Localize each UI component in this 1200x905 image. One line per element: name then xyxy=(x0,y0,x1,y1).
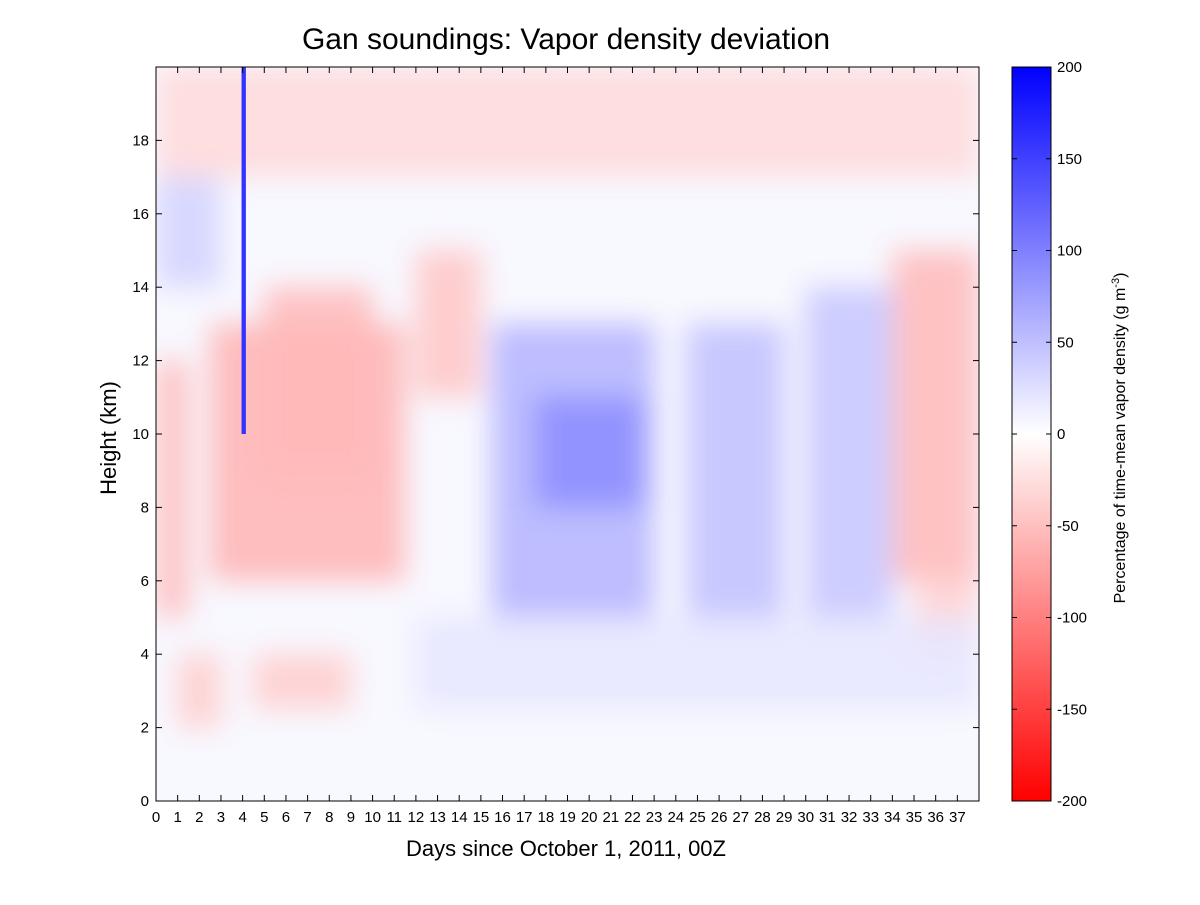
x-tick-label: 4 xyxy=(238,809,246,826)
x-tick-label: 35 xyxy=(906,809,923,826)
x-tick-label: 32 xyxy=(841,809,858,826)
y-tick-label: 14 xyxy=(132,279,149,296)
colorbar-tick-label: -150 xyxy=(1057,701,1087,718)
x-tick-label: 13 xyxy=(429,809,446,826)
x-tick-label: 14 xyxy=(451,809,468,826)
x-tick-label: 33 xyxy=(862,809,879,826)
x-tick-label: 29 xyxy=(776,809,793,826)
x-axis-label: Days since October 1, 2011, 00Z xyxy=(406,836,726,861)
y-tick-label: 10 xyxy=(132,426,149,443)
x-tick-label: 8 xyxy=(325,809,333,826)
heatmap-region xyxy=(264,287,373,471)
colorbar-tick-label: 100 xyxy=(1057,243,1082,260)
x-tick-label: 6 xyxy=(282,809,290,826)
colorbar-tick-label: -50 xyxy=(1057,518,1079,535)
y-axis-ticks: 0 2 4 6 8 10 12 14 16 18 xyxy=(132,132,979,810)
x-tick-label: 9 xyxy=(347,809,355,826)
x-tick-label: 23 xyxy=(646,809,663,826)
x-tick-label: 16 xyxy=(494,809,511,826)
x-tick-label: 7 xyxy=(303,809,311,826)
x-tick-label: 27 xyxy=(732,809,749,826)
colorbar-label-main: Percentage of time-mean vapor density (g… xyxy=(1112,288,1129,604)
y-tick-label: 18 xyxy=(132,132,149,149)
x-tick-label: 36 xyxy=(927,809,944,826)
heatmap-region xyxy=(535,397,644,508)
x-tick-label: 37 xyxy=(949,809,966,826)
heatmap-smoothed-regions xyxy=(156,67,979,728)
colorbar-tick-label: -100 xyxy=(1057,610,1087,627)
y-tick-label: 16 xyxy=(132,206,149,223)
y-tick-label: 6 xyxy=(141,573,149,590)
heatmap-region xyxy=(686,323,785,618)
heatmap-region xyxy=(805,287,893,618)
x-tick-label: 34 xyxy=(884,809,901,826)
x-tick-label: 21 xyxy=(602,809,619,826)
y-tick-label: 4 xyxy=(141,646,149,663)
heatmap-region xyxy=(415,617,979,710)
colorbar-label-close: ) xyxy=(1112,273,1129,278)
heatmap-region xyxy=(892,250,979,581)
heatmap-region xyxy=(156,67,979,178)
heatmap-region xyxy=(156,177,221,288)
chart-title: Gan soundings: Vapor density deviation xyxy=(302,23,830,56)
heatmap-region xyxy=(241,67,246,434)
x-tick-label: 0 xyxy=(152,809,160,826)
y-tick-label: 2 xyxy=(141,720,149,737)
x-tick-label: 30 xyxy=(797,809,814,826)
x-tick-label: 1 xyxy=(173,809,181,826)
x-tick-label: 3 xyxy=(217,809,225,826)
colorbar-tick-label: 200 xyxy=(1057,59,1082,76)
colorbar-label-superscript: -3 xyxy=(1110,278,1122,288)
y-tick-label: 0 xyxy=(141,793,149,810)
x-tick-label: 31 xyxy=(819,809,836,826)
y-tick-label: 8 xyxy=(141,499,149,516)
heatmap-region xyxy=(415,250,481,398)
x-tick-label: 22 xyxy=(624,809,641,826)
x-tick-label: 24 xyxy=(667,809,684,826)
x-tick-label: 2 xyxy=(195,809,203,826)
x-tick-label: 12 xyxy=(408,809,425,826)
x-tick-label: 20 xyxy=(581,809,598,826)
colorbar-label: Percentage of time-mean vapor density (g… xyxy=(1110,273,1129,604)
x-tick-label: 19 xyxy=(559,809,576,826)
colorbar-tick-label: 150 xyxy=(1057,151,1082,168)
heatmap-region xyxy=(177,654,221,728)
x-tick-label: 15 xyxy=(473,809,490,826)
x-tick-label: 10 xyxy=(364,809,381,826)
colorbar-tick-label: -200 xyxy=(1057,793,1087,810)
x-tick-label: 5 xyxy=(260,809,268,826)
colorbar-tick-label: 0 xyxy=(1057,426,1065,443)
y-axis-label: Height (km) xyxy=(96,381,121,495)
x-tick-label: 11 xyxy=(386,809,402,826)
colorbar-tick-label: 50 xyxy=(1057,334,1074,351)
x-tick-label: 18 xyxy=(537,809,554,826)
colorbar-ticks: 200 150 100 50 0 -50 -100 -150 -200 xyxy=(1012,59,1087,810)
x-tick-label: 28 xyxy=(754,809,771,826)
x-tick-label: 25 xyxy=(689,809,706,826)
x-axis-ticks: 0 1 2 3 4 5 6 7 8 9 10 11 12 13 14 15 16 17 18 19 20 21 22 23 24… xyxy=(152,67,966,826)
x-tick-label: 17 xyxy=(516,809,533,826)
heatmap-layer xyxy=(156,67,979,728)
x-tick-label: 26 xyxy=(711,809,728,826)
heatmap-region xyxy=(253,654,351,710)
colorbar xyxy=(1011,66,1052,802)
y-tick-label: 12 xyxy=(132,353,149,370)
heatmap-region xyxy=(156,360,189,618)
